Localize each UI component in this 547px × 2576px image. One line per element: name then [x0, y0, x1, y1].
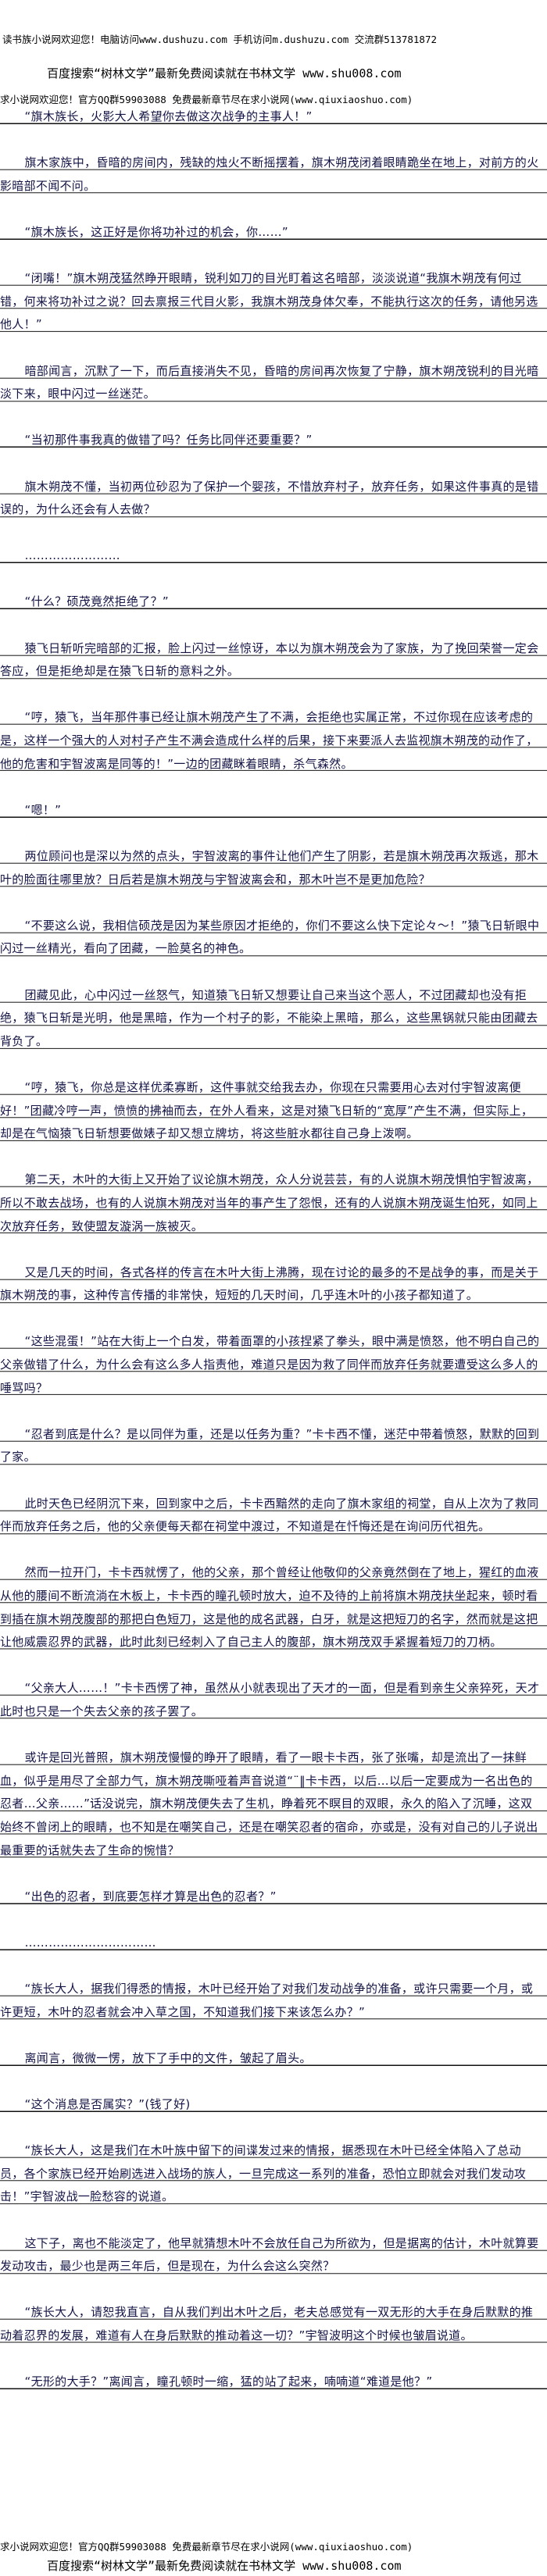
site-banner-dushuzu: 读书族小说网欢迎您！电脑访问www.dushuzu.com 手机访问m.dush…: [2, 34, 438, 45]
paragraph: 又是几天的时间，各式各样的传言在木叶大街上沸腾，现在讨论的最多的不是战争的事，而…: [0, 1261, 547, 1308]
paragraph: “旗木族长，火影大人希望你去做这次战争的主事人！”: [0, 105, 547, 129]
paragraph: “无形的大手？”离闻言，瞳孔顿时一缩，猛的站了起来，喃喃道“难道是他？”: [0, 2371, 547, 2394]
site-banner-shulin-footer: 百度搜索“树林文学”最新免费阅读就在书林文学 www.shu008.com: [47, 2559, 402, 2573]
paragraph: “族长大人，请恕我直言，自从我们判出木叶之后，老夫总感觉有一双无形的大手在身后默…: [0, 2301, 547, 2348]
paragraph: 旗木家族中，昏暗的房间内，残缺的烛火不断摇摆着，旗木朔茂闭着眼睛跪坐在地上，对前…: [0, 152, 547, 198]
paragraph: 第二天，木叶的大街上又开始了议论旗木朔茂，众人分说芸芸，有的人说旗木朔茂惧怕宇智…: [0, 1168, 547, 1239]
site-banner-qiuxiaoshuo: 求小说网欢迎您！官方QQ群59903088 免费最新章节尽在求小说网(www.q…: [0, 94, 413, 105]
paragraph: “哼，猿飞，你总是这样优柔寡断，这件事就交给我去办，你现在只需要用心去对付宇智波…: [0, 1076, 547, 1146]
scene-break: ……………………………: [0, 1931, 547, 1955]
paragraph: “这些混蛋！”站在大街上一个白发，带着面罩的小孩捏紧了拳头，眼中满是愤怒，他不明…: [0, 1330, 547, 1400]
paragraph: “哼，猿飞，当年那件事已经让旗木朔茂产生了不满，会拒绝也实属正常，不过你现在应该…: [0, 706, 547, 776]
paragraph: 旗木朔茂不懂，当初两位砂忍为了保护一个婴孩，不惜放弃村子，放弃任务，如果这件事真…: [0, 475, 547, 522]
site-banner-shulin: 百度搜索“树林文学”最新免费阅读就在书林文学 www.shu008.com: [47, 66, 402, 80]
paragraph: 团藏见此，心中闪过一丝怒气，知道猿飞日斩又想要让自己来当这个恶人，不过团藏却也没…: [0, 983, 547, 1054]
paragraph: 猿飞日斩听完暗部的汇报，脸上闪过一丝惊讶，本以为旗木朔茂会为了家族，为了挽回荣誉…: [0, 637, 547, 683]
paragraph: “出色的忍者，到底要怎样才算是出色的忍者？”: [0, 1885, 547, 1909]
paragraph: 两位顾问也是深以为然的点头，宇智波离的事件让他们产生了阴影，若是旗木朔茂再次叛逃…: [0, 845, 547, 892]
chapter-body: “旗木族长，火影大人希望你去做这次战争的主事人！” 旗木家族中，昏暗的房间内，残…: [0, 105, 547, 2417]
paragraph: “族长大人，据我们得悉的情报，木叶已经开始了对我们发动战争的准备，或许只需要一个…: [0, 1978, 547, 2025]
paragraph: 离闻言，微微一愣，放下了手中的文件，皱起了眉头。: [0, 2046, 547, 2071]
paragraph: “嗯！”: [0, 798, 547, 822]
paragraph: 此时天色已经阴沉下来，回到家中之后，卡卡西黯然的走向了旗木家组的祠堂，自从上次为…: [0, 1492, 547, 1539]
paragraph: “不要这么说，我相信硕茂是因为某些原因才拒绝的，你们不要这么快下定论々～！”猿飞…: [0, 914, 547, 961]
paragraph: “族长大人，这是我们在木叶族中留下的间谍发过来的情报，据悉现在木叶已经全体陷入了…: [0, 2139, 547, 2210]
paragraph: “什么？硕茂竟然拒绝了？”: [0, 590, 547, 615]
paragraph: 这下子，离也不能淡定了，他早就猜想木叶不会放任自己为所欲为，但是据离的估计，木叶…: [0, 2232, 547, 2278]
paragraph: 然而一拉开门，卡卡西就愣了，他的父亲，那个曾经让他敬仰的父亲竟然倒在了地上，猩红…: [0, 1561, 547, 1654]
paragraph: “忍者到底是什么？是以同伴为重，还是以任务为重？”卡卡西不懂，迷茫中带着愤怒，默…: [0, 1422, 547, 1470]
paragraph: “父亲大人……！”卡卡西愣了神，虽然从小就表现出了天才的一面，但是看到亲生父亲猝…: [0, 1677, 547, 1724]
paragraph: “当初那件事我真的做错了吗？任务比同伴还要重要？”: [0, 429, 547, 452]
scene-break: ……………………: [0, 544, 547, 568]
paragraph: “旗木族长，这正好是你将功补过的机会，你……”: [0, 220, 547, 244]
paragraph: 或许是回光普照，旗木朔茂慢慢的睁开了眼睛，看了一眼卡卡西，张了张嘴，却是流出了一…: [0, 1746, 547, 1863]
paragraph: “闭嘴！”旗木朔茂猛然睁开眼睛，锐利如刀的目光盯着这名暗部，淡淡说道“我旗木朔茂…: [0, 267, 547, 337]
paragraph: 暗部闻言，沉默了一下，而后直接消失不见，昏暗的房间再次恢复了宁静，旗木朔茂锐利的…: [0, 359, 547, 406]
site-banner-qiuxiaoshuo-footer: 求小说网欢迎您！官方QQ群59903088 免费最新章节尽在求小说网(www.q…: [0, 2541, 413, 2553]
paragraph: “这个消息是否属实？”(钱了好): [0, 2093, 547, 2117]
